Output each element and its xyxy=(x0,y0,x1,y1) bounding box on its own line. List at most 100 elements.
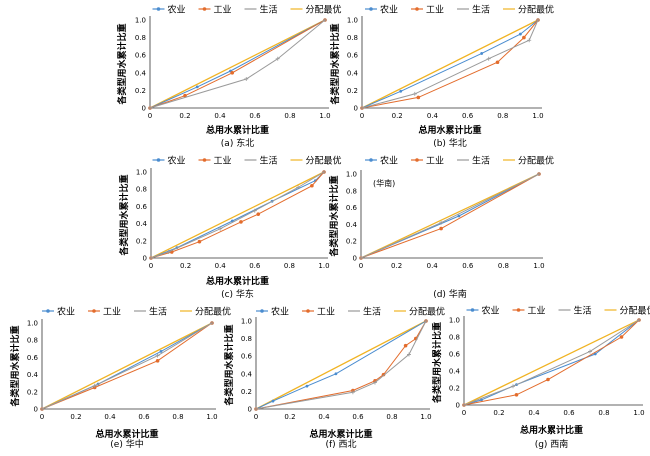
legend-label-ind: 工业 xyxy=(426,156,444,167)
data-point-life xyxy=(424,319,428,323)
x-axis-label: 总用水累计比重 xyxy=(309,428,372,440)
x-tick-label: 1.0 xyxy=(532,112,543,120)
legend-label-agri: 农业 xyxy=(482,305,500,317)
series-line-life xyxy=(150,171,325,259)
x-axis-label: 总用水累计比重 xyxy=(520,424,583,436)
chart-panel-5: 0 0.2 0.4 0.6 0.8 1.0 0 0.2 0.4 0.6 0.8 1.0 农业 工业 生活 分配… xyxy=(9,306,231,451)
y-tick-label: 0.8 xyxy=(135,34,146,42)
y-axis-label: 各类型用水累计比重 xyxy=(329,23,341,105)
legend-label-agri: 农业 xyxy=(271,306,289,318)
legend-marker-agri xyxy=(46,309,50,313)
y-axis-label: 各类型用水累计比重 xyxy=(116,23,128,105)
legend-label-life: 生活 xyxy=(260,155,278,167)
data-point-life xyxy=(407,352,411,357)
data-point-life xyxy=(166,249,171,254)
legend-label-ind: 工业 xyxy=(103,307,121,318)
legend-label-agri: 农业 xyxy=(168,4,186,16)
x-tick-label: 0.6 xyxy=(249,262,261,270)
y-tick-label: 0 xyxy=(353,255,357,263)
chart-panel-4: 0 0.2 0.4 0.6 0.8 1.0 0 0.2 0.4 0.6 0.8 1.0 农业 工业 生活 分配… xyxy=(328,155,554,301)
x-tick-label: 0.4 xyxy=(104,413,116,421)
y-axis-label: 各类型用水累计比重 xyxy=(431,322,443,404)
x-axis-label: 总用水累计比重 xyxy=(95,428,158,440)
y-tick-label: 0.8 xyxy=(136,186,147,194)
x-tick-label: 0 xyxy=(254,413,258,421)
x-tick-label: 0.4 xyxy=(215,262,227,270)
legend-marker-agri xyxy=(369,158,373,162)
data-point-life xyxy=(588,349,592,354)
data-point-life xyxy=(439,220,444,225)
chart-panel-7: 0 0.2 0.4 0.6 0.8 1.0 0 0.2 0.4 0.6 0.8 1.0 农业 工业 生活 分配… xyxy=(431,305,650,451)
data-point-ind xyxy=(546,377,550,382)
y-tick-label: 0.4 xyxy=(27,371,39,379)
data-point-agri xyxy=(457,214,461,218)
data-point-ind xyxy=(381,372,386,377)
data-point-life xyxy=(40,407,44,411)
data-point-ind xyxy=(239,220,243,224)
data-point-life xyxy=(637,318,641,322)
y-tick-label: 1.0 xyxy=(27,320,38,328)
y-tick-label: 0.6 xyxy=(346,204,358,212)
x-tick-label: 0.2 xyxy=(392,112,403,120)
data-point-agri xyxy=(305,384,309,388)
x-tick-label: 0.2 xyxy=(180,262,191,270)
data-point-agri xyxy=(480,398,483,402)
x-tick-label: 0 xyxy=(40,413,44,421)
data-point-life xyxy=(210,321,214,325)
legend-label-opt: 分配最优 xyxy=(518,155,554,167)
x-tick-label: 0.6 xyxy=(462,112,474,120)
y-axis-label: 各类型用水累计比重 xyxy=(9,325,21,407)
legend-marker-ind xyxy=(516,308,521,312)
y-tick-label: 1.0 xyxy=(449,317,460,325)
legend-label-life: 生活 xyxy=(149,306,167,318)
x-tick-label: 0.4 xyxy=(427,262,439,270)
data-point-life xyxy=(527,38,532,43)
legend-label-ind: 工业 xyxy=(528,306,546,317)
y-tick-label: 0.6 xyxy=(347,52,359,60)
y-tick-label: 0 xyxy=(354,105,358,113)
y-tick-label: 0.4 xyxy=(135,69,147,77)
x-tick-label: 1.0 xyxy=(533,262,544,270)
chart-panel-1: 0 0.2 0.4 0.6 0.8 1.0 0 0.2 0.4 0.6 0.8 1.0 农业 工业 生活 分配… xyxy=(116,4,342,150)
data-point-life xyxy=(149,256,153,260)
x-tick-label: 0.6 xyxy=(563,409,575,417)
data-point-life xyxy=(373,380,377,385)
data-point-life xyxy=(323,18,327,22)
y-tick-label: 0.2 xyxy=(136,237,147,245)
legend-label-opt: 分配最优 xyxy=(518,4,554,16)
data-point-agri xyxy=(195,85,199,89)
y-tick-label: 0 xyxy=(248,406,252,414)
data-point-life xyxy=(322,170,326,174)
panel-caption: (c) 华东 xyxy=(221,288,254,300)
x-tick-label: 0 xyxy=(462,409,466,417)
x-tick-label: 0.2 xyxy=(179,112,190,120)
series-line-opt xyxy=(255,320,427,410)
data-point-ind xyxy=(310,183,314,188)
y-tick-label: 0.4 xyxy=(346,221,358,229)
data-point-life xyxy=(350,390,355,395)
panel-annotation: (华南) xyxy=(373,178,395,188)
legend-label-opt: 分配最优 xyxy=(620,305,650,317)
legend-label-ind: 工业 xyxy=(214,156,232,167)
y-tick-label: 0.2 xyxy=(135,87,146,95)
y-axis-label: 各类型用水累计比重 xyxy=(118,174,130,256)
x-axis-label: 总用水累计比重 xyxy=(418,124,481,136)
series-line-life xyxy=(41,322,213,410)
legend-label-agri: 农业 xyxy=(380,155,398,167)
data-point-agri xyxy=(334,372,338,376)
x-tick-label: 0 xyxy=(360,112,364,120)
x-tick-label: 0.4 xyxy=(427,112,439,120)
x-tick-label: 0.8 xyxy=(386,413,397,421)
y-tick-label: 0 xyxy=(34,406,38,414)
x-tick-label: 1.0 xyxy=(206,413,217,421)
y-tick-label: 0.2 xyxy=(346,238,357,246)
x-tick-label: 0 xyxy=(148,112,152,120)
legend-marker-agri xyxy=(470,308,475,312)
legend-marker-ind xyxy=(202,158,207,162)
data-point-agri xyxy=(159,349,163,353)
legend-label-life: 生活 xyxy=(574,305,592,317)
panel-caption: (d) 华南 xyxy=(433,288,467,300)
x-tick-label: 0.8 xyxy=(284,112,295,120)
series-line-opt xyxy=(41,322,213,410)
y-tick-label: 0.4 xyxy=(136,220,148,228)
